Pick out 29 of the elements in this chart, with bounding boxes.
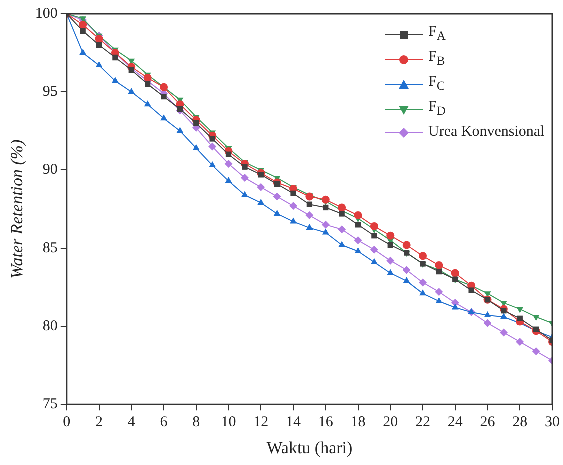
legend-label: F$_{C}$ [428,73,446,95]
y-tick-label: 85 [42,240,58,256]
x-tick-label: 16 [318,414,334,431]
x-tick-label: 10 [221,414,236,431]
x-tick-label: 6 [160,414,168,431]
x-tick-label: 2 [96,414,104,431]
x-tick-label: 12 [254,414,269,431]
y-tick-label: 75 [42,396,58,413]
x-tick-label: 26 [480,414,496,431]
legend-label: F$_{A}$ [428,23,446,45]
legend-label: F$_{B}$ [428,48,446,70]
y-tick-label: 80 [42,318,58,334]
legend-label: F$_{D}$ [428,98,446,120]
x-tick-label: 18 [350,414,366,431]
x-tick-label: 0 [63,414,71,431]
x-tick-label: 8 [192,414,200,431]
y-tick-label: 95 [42,84,58,100]
x-tick-label: 28 [512,414,528,431]
y-tick-label: 100 [35,6,58,22]
legend-label: Urea Konvensional [428,123,545,142]
x-tick-label: 24 [448,414,464,431]
x-tick-label: 22 [416,414,431,431]
x-tick-label: 4 [128,414,136,431]
y-axis-title: Water Retention (%) [8,139,27,279]
x-tick-label: 20 [383,414,398,431]
x-tick-label: 14 [286,414,302,431]
x-tick-label: 30 [545,414,560,431]
x-axis-title: Waktu (hari) [266,438,353,458]
y-tick-label: 90 [42,162,58,178]
